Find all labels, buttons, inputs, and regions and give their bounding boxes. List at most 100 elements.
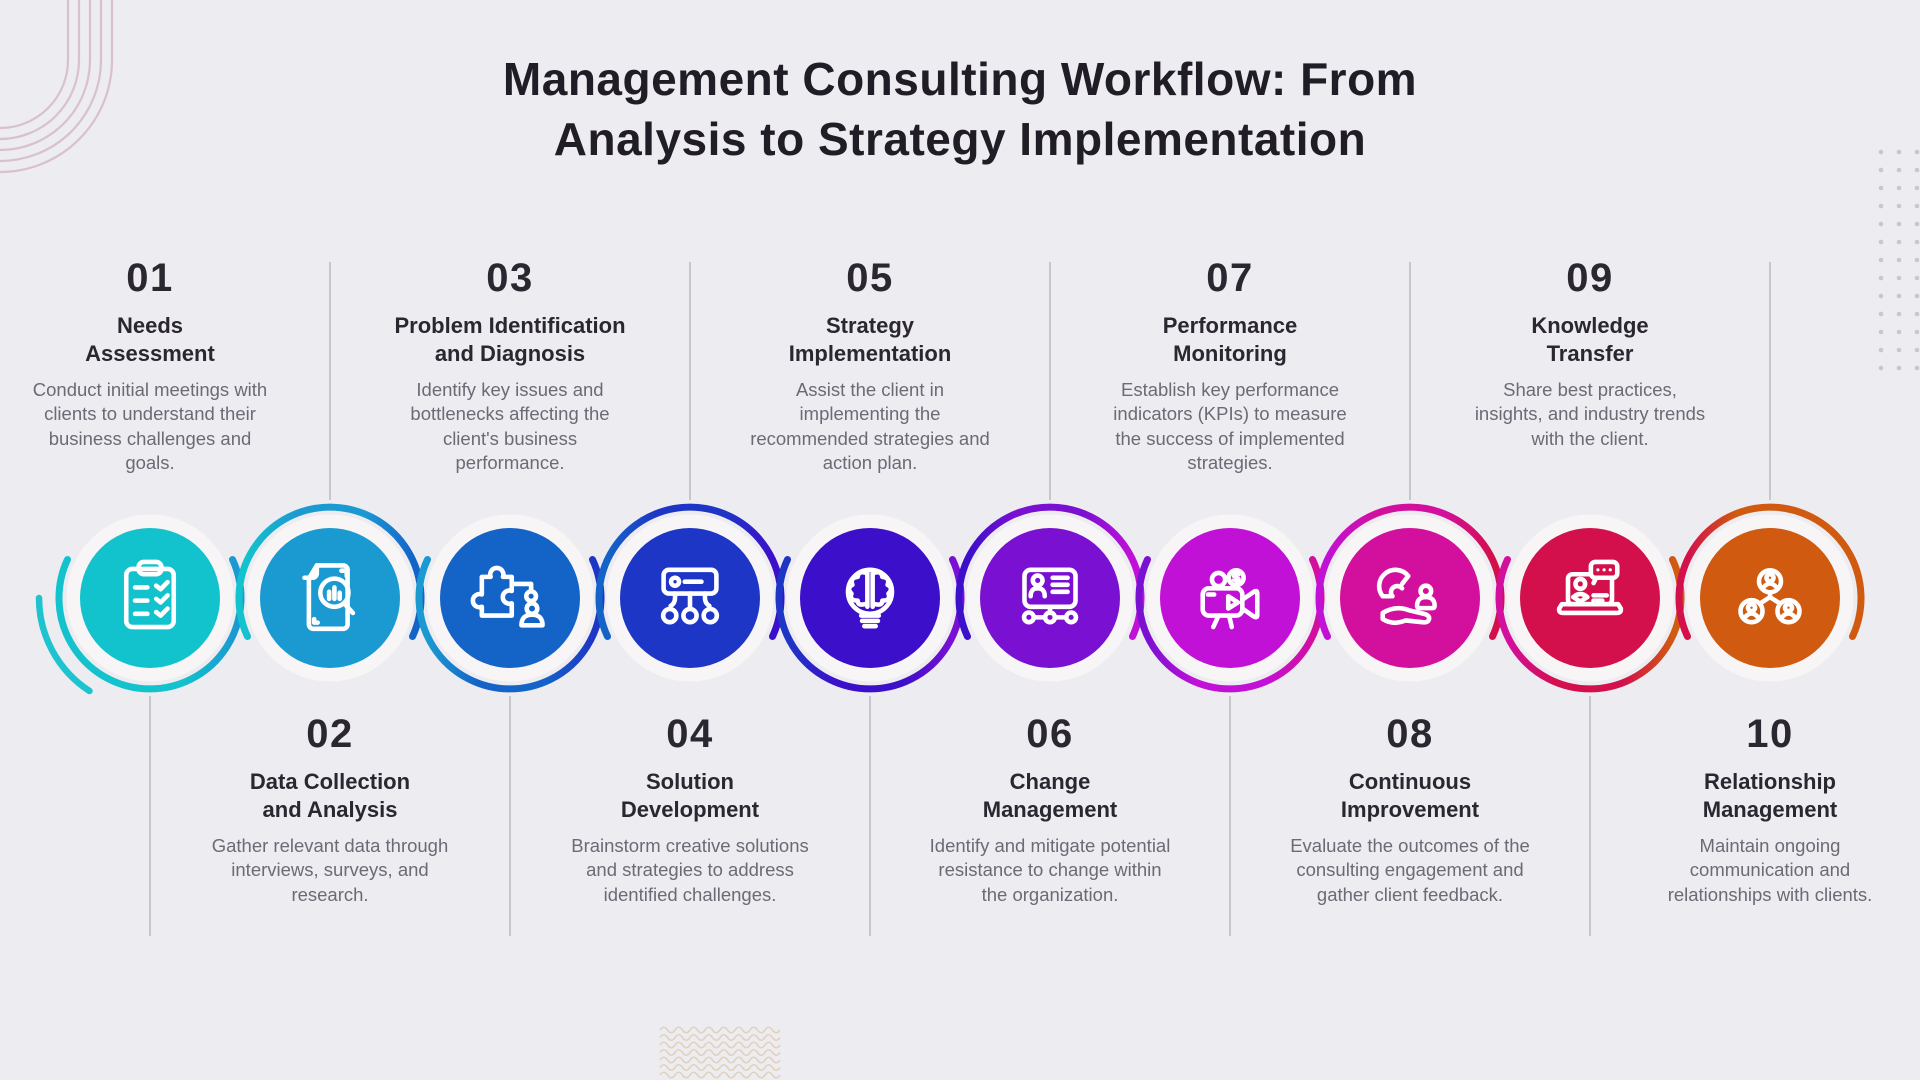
dot — [1914, 239, 1920, 245]
serpentine-chain — [35, 503, 1865, 695]
dot — [1896, 347, 1902, 353]
corner-arc — [0, 0, 70, 130]
dot — [1896, 149, 1902, 155]
dot — [1896, 239, 1902, 245]
circle-fill — [440, 528, 580, 668]
dot — [1914, 293, 1920, 299]
step-title: Performance Monitoring — [1162, 313, 1298, 366]
dots-grid-decoration — [1878, 149, 1920, 371]
dot — [1878, 329, 1884, 335]
step-title: Relationship Management — [1702, 769, 1838, 822]
circle-white-ring — [1686, 514, 1854, 682]
waves-decoration — [659, 1026, 781, 1079]
step-number: 08 — [1386, 712, 1434, 756]
circle-fill — [80, 528, 220, 668]
step-03-column: 03 Problem Identification and Diagnosis Id… — [360, 258, 660, 476]
wave-line — [659, 1026, 781, 1034]
dot — [1896, 221, 1902, 227]
laptop-chat-icon — [1556, 559, 1624, 616]
step-01-column: 01 Needs Assessment Conduct initial meetin… — [0, 258, 300, 476]
step-number: 06 — [1026, 712, 1074, 756]
circle-fill — [980, 528, 1120, 668]
clipboard-checklist-icon — [123, 559, 177, 630]
step-05-circle — [786, 514, 954, 682]
step-title: Needs Assessment — [85, 313, 215, 366]
wave-line — [659, 1063, 781, 1072]
circle-white-ring — [66, 514, 234, 682]
step-title: Strategy Implementation — [788, 313, 952, 366]
step-description: Establish key performance indicators (KP… — [1113, 379, 1347, 474]
dot — [1896, 365, 1902, 371]
step-09-circle — [1506, 514, 1674, 682]
wave-line — [659, 1041, 781, 1049]
step-title: Continuous Improvement — [1340, 769, 1480, 822]
wave-line — [659, 1033, 781, 1042]
circle-white-ring — [606, 514, 774, 682]
document-analysis-icon — [302, 563, 356, 632]
corner-arcs-decoration — [0, 0, 114, 174]
profile-roadmap-icon — [1021, 567, 1079, 625]
step-05-column: 05 Strategy Implementation Assist the clie… — [720, 258, 1020, 476]
step-title: Data Collection and Analysis — [249, 769, 411, 822]
step-description: Share best practices, insights, and indu… — [1474, 379, 1706, 449]
step-title: Change Management — [982, 769, 1118, 822]
step-number: 04 — [666, 712, 714, 756]
page-title: Management Consulting Workflow: From Ana… — [502, 53, 1418, 165]
step-title: Solution Development — [620, 769, 760, 822]
step-10-chain-arc — [1675, 503, 1865, 640]
circle-white-ring — [1326, 514, 1494, 682]
step-number: 05 — [846, 256, 894, 300]
step-circles — [66, 514, 1854, 682]
step-title: Knowledge Transfer — [1531, 313, 1649, 366]
corner-arc — [0, 0, 103, 163]
chain-start-tail — [35, 594, 93, 695]
brain-lightbulb-icon — [845, 567, 895, 629]
circle-white-ring — [786, 514, 954, 682]
step-07-circle — [1146, 514, 1314, 682]
step-08-column: 08 Continuous Improvement Evaluate the out… — [1260, 714, 1560, 907]
step-number: 01 — [126, 256, 174, 300]
dot — [1896, 167, 1902, 173]
step-number: 10 — [1746, 712, 1794, 756]
dot — [1914, 347, 1920, 353]
dot — [1914, 185, 1920, 191]
dot — [1878, 293, 1884, 299]
step-description: Evaluate the outcomes of the consulting … — [1290, 835, 1530, 905]
video-camera-icon — [1200, 567, 1260, 630]
dot — [1878, 311, 1884, 317]
corner-arc — [0, 0, 81, 141]
sitemap-hierarchy-icon — [660, 567, 720, 625]
dot — [1896, 275, 1902, 281]
dot — [1914, 257, 1920, 263]
dot — [1896, 257, 1902, 263]
dot — [1914, 221, 1920, 227]
step-description: Brainstorm creative solutions and strate… — [571, 835, 809, 905]
dot — [1914, 329, 1920, 335]
step-09-column: 09 Knowledge Transfer Share best practices… — [1440, 258, 1740, 451]
step-number: 09 — [1566, 256, 1614, 300]
wave-line — [659, 1048, 781, 1057]
dot — [1878, 149, 1884, 155]
dot — [1878, 203, 1884, 209]
step-04-column: 04 Solution Development Brainstorm creativ… — [540, 714, 840, 907]
step-title: Problem Identification and Diagnosis — [394, 313, 626, 366]
circle-white-ring — [1146, 514, 1314, 682]
dot — [1914, 167, 1920, 173]
step-02-circle — [246, 514, 414, 682]
circle-fill — [1340, 528, 1480, 668]
dot — [1896, 329, 1902, 335]
dot — [1878, 257, 1884, 263]
wave-line — [659, 1071, 781, 1079]
step-description: Assist the client in implementing the re… — [750, 379, 990, 474]
dot — [1896, 293, 1902, 299]
step-number: 03 — [486, 256, 534, 300]
dot — [1914, 149, 1920, 155]
step-02-column: 02 Data Collection and Analysis Gather rel… — [180, 714, 480, 907]
step-03-circle — [426, 514, 594, 682]
step-description: Identify key issues and bottlenecks affe… — [410, 379, 610, 474]
dot — [1896, 311, 1902, 317]
circle-white-ring — [1506, 514, 1674, 682]
step-10-circle — [1686, 514, 1854, 682]
step-08-circle — [1326, 514, 1494, 682]
